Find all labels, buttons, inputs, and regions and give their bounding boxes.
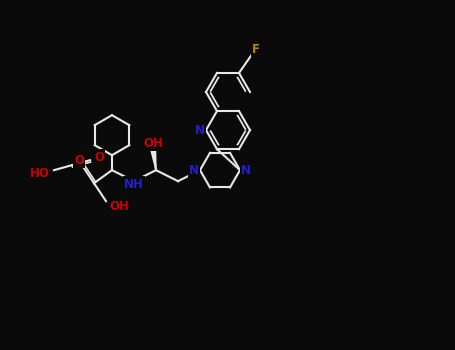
Text: O: O [94, 150, 104, 164]
Text: F: F [252, 43, 260, 56]
Text: OH: OH [143, 136, 163, 150]
Text: OH: OH [109, 199, 129, 213]
Text: N: N [241, 164, 251, 177]
Text: O: O [74, 154, 84, 167]
Text: N: N [195, 124, 205, 136]
Polygon shape [151, 148, 156, 170]
Text: N: N [189, 164, 199, 177]
Text: NH: NH [124, 178, 144, 191]
Text: HO: HO [30, 167, 50, 180]
